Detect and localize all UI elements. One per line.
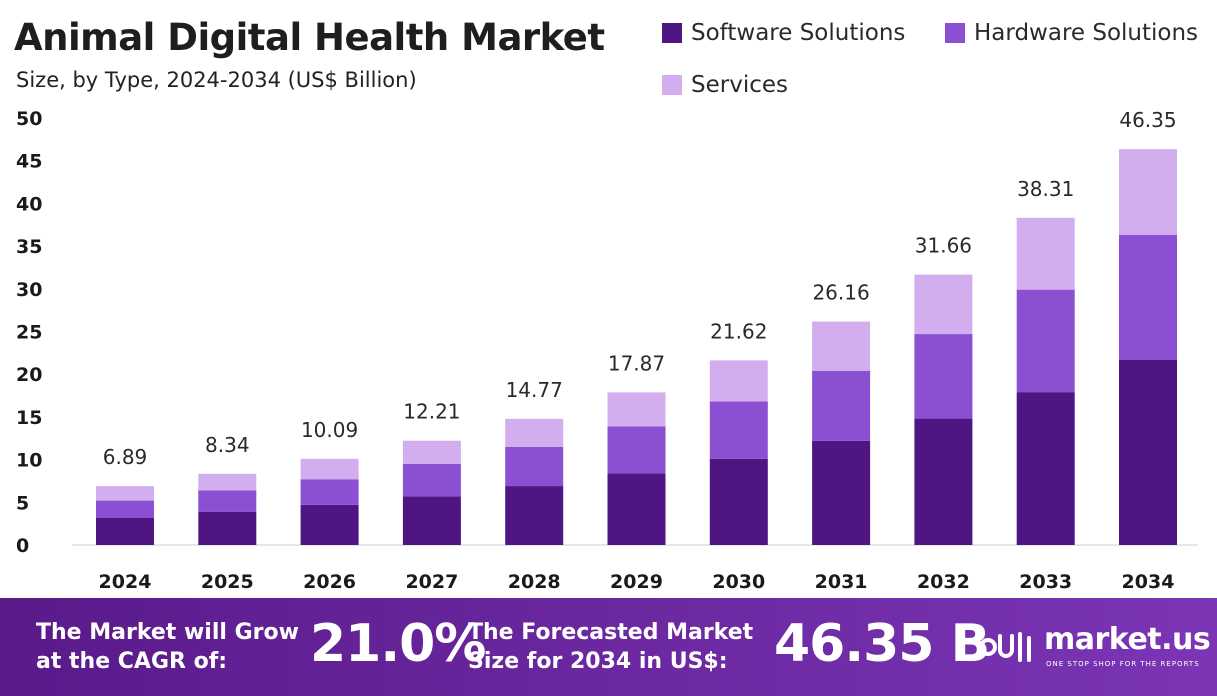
bar-segment-software-solutions (402, 496, 461, 545)
legend-hardware-swatch (945, 23, 965, 43)
cagr-value: 21.0% (310, 614, 486, 674)
y-tick-label: 10 (16, 450, 42, 472)
bar-segment-services (914, 274, 973, 335)
bar-segment-services (812, 321, 871, 371)
bar-segment-hardware-solutions (198, 490, 257, 512)
summary-banner: The Market will Grow at the CAGR of: 21.… (0, 598, 1217, 696)
forecast-label-line2: Size for 2034 in US$: (468, 649, 728, 674)
y-tick-label: 25 (16, 322, 42, 344)
bar-segment-services (1016, 217, 1075, 290)
legend-services: Services (662, 72, 788, 98)
x-tick-label: 2032 (917, 571, 970, 593)
bar-segment-services (607, 392, 666, 427)
bar-segment-hardware-solutions (812, 370, 871, 441)
bar-segment-hardware-solutions (300, 479, 359, 505)
legend-software-label: Software Solutions (691, 20, 906, 46)
bar-segment-hardware-solutions (402, 463, 461, 497)
bar-segment-hardware-solutions (914, 334, 973, 419)
y-tick-label: 15 (16, 407, 42, 429)
bar-segment-services (402, 440, 461, 464)
bar-total-label: 8.34 (205, 433, 250, 457)
forecast-value: 46.35 B (774, 614, 990, 674)
x-tick-label: 2029 (610, 571, 663, 593)
y-tick-label: 50 (16, 108, 42, 130)
bar-segment-hardware-solutions (1016, 289, 1075, 393)
legend-hardware-label: Hardware Solutions (974, 20, 1199, 46)
brand-name: market.us (1044, 622, 1211, 657)
bar-total-label: 21.62 (710, 319, 767, 343)
stacked-bar-chart: 051015202530354045506.8920248.34202510.0… (16, 108, 1198, 593)
x-tick-label: 2031 (815, 571, 868, 593)
bar-segment-hardware-solutions (1119, 234, 1177, 360)
bar-segment-software-solutions (505, 486, 564, 545)
bar-segment-services (1119, 149, 1177, 235)
bar-total-label: 12.21 (403, 400, 460, 424)
bar-total-label: 31.66 (915, 234, 972, 258)
forecast-label-line1: The Forecasted Market (468, 620, 754, 645)
y-tick-label: 0 (16, 535, 29, 557)
y-tick-label: 45 (16, 151, 42, 173)
cagr-label: The Market will Grow at the CAGR of: (36, 618, 299, 676)
legend-services-swatch (662, 75, 682, 95)
bar-segment-software-solutions (300, 504, 359, 545)
bar-segment-software-solutions (96, 517, 154, 545)
y-tick-label: 20 (16, 364, 42, 386)
x-tick-label: 2033 (1019, 571, 1072, 593)
bar-segment-software-solutions (607, 473, 666, 545)
y-tick-label: 30 (16, 279, 42, 301)
x-tick-label: 2028 (508, 571, 561, 593)
bar-segment-hardware-solutions (505, 446, 564, 487)
chart-subtitle: Size, by Type, 2024-2034 (US$ Billion) (16, 68, 417, 92)
forecast-label: The Forecasted Market Size for 2034 in U… (468, 618, 753, 676)
cagr-label-line2: at the CAGR of: (36, 649, 228, 674)
y-tick-label: 5 (16, 492, 29, 514)
bar-total-label: 14.77 (506, 378, 563, 402)
bar-segment-services (505, 418, 564, 447)
bar-segment-software-solutions (709, 458, 768, 545)
bar-segment-services (96, 486, 154, 501)
bar-total-label: 6.89 (103, 445, 148, 469)
brand-tagline: ONE STOP SHOP FOR THE REPORTS (1046, 660, 1200, 668)
legend-software: Software Solutions (662, 20, 905, 46)
bar-total-label: 38.31 (1017, 177, 1074, 201)
y-tick-label: 35 (16, 236, 42, 258)
bar-segment-software-solutions (1119, 359, 1177, 545)
bar-segment-hardware-solutions (607, 426, 666, 474)
x-tick-label: 2027 (405, 571, 458, 593)
bar-total-label: 26.16 (812, 281, 869, 305)
chart-title: Animal Digital Health Market (14, 16, 605, 59)
x-tick-label: 2024 (99, 571, 152, 593)
legend-hardware: Hardware Solutions (945, 20, 1198, 46)
x-tick-label: 2034 (1122, 571, 1175, 593)
bar-total-label: 10.09 (301, 418, 358, 442)
bar-segment-software-solutions (1016, 392, 1075, 545)
bar-segment-software-solutions (914, 418, 973, 545)
x-tick-label: 2030 (712, 571, 765, 593)
market-us-logo-icon (979, 632, 1031, 662)
x-tick-label: 2026 (303, 571, 356, 593)
bar-segment-hardware-solutions (709, 401, 768, 459)
bar-segment-services (709, 360, 768, 402)
bar-segment-software-solutions (198, 511, 257, 545)
legend-software-swatch (662, 23, 682, 43)
bar-segment-services (300, 458, 359, 480)
bar-segment-hardware-solutions (96, 500, 154, 518)
x-tick-label: 2025 (201, 571, 254, 593)
y-tick-label: 40 (16, 193, 42, 215)
bar-segment-services (198, 473, 257, 491)
bar-total-label: 46.35 (1119, 108, 1176, 132)
bar-total-label: 17.87 (608, 351, 665, 375)
cagr-label-line1: The Market will Grow (36, 620, 299, 645)
legend-services-label: Services (691, 72, 788, 98)
bar-segment-software-solutions (812, 440, 871, 545)
